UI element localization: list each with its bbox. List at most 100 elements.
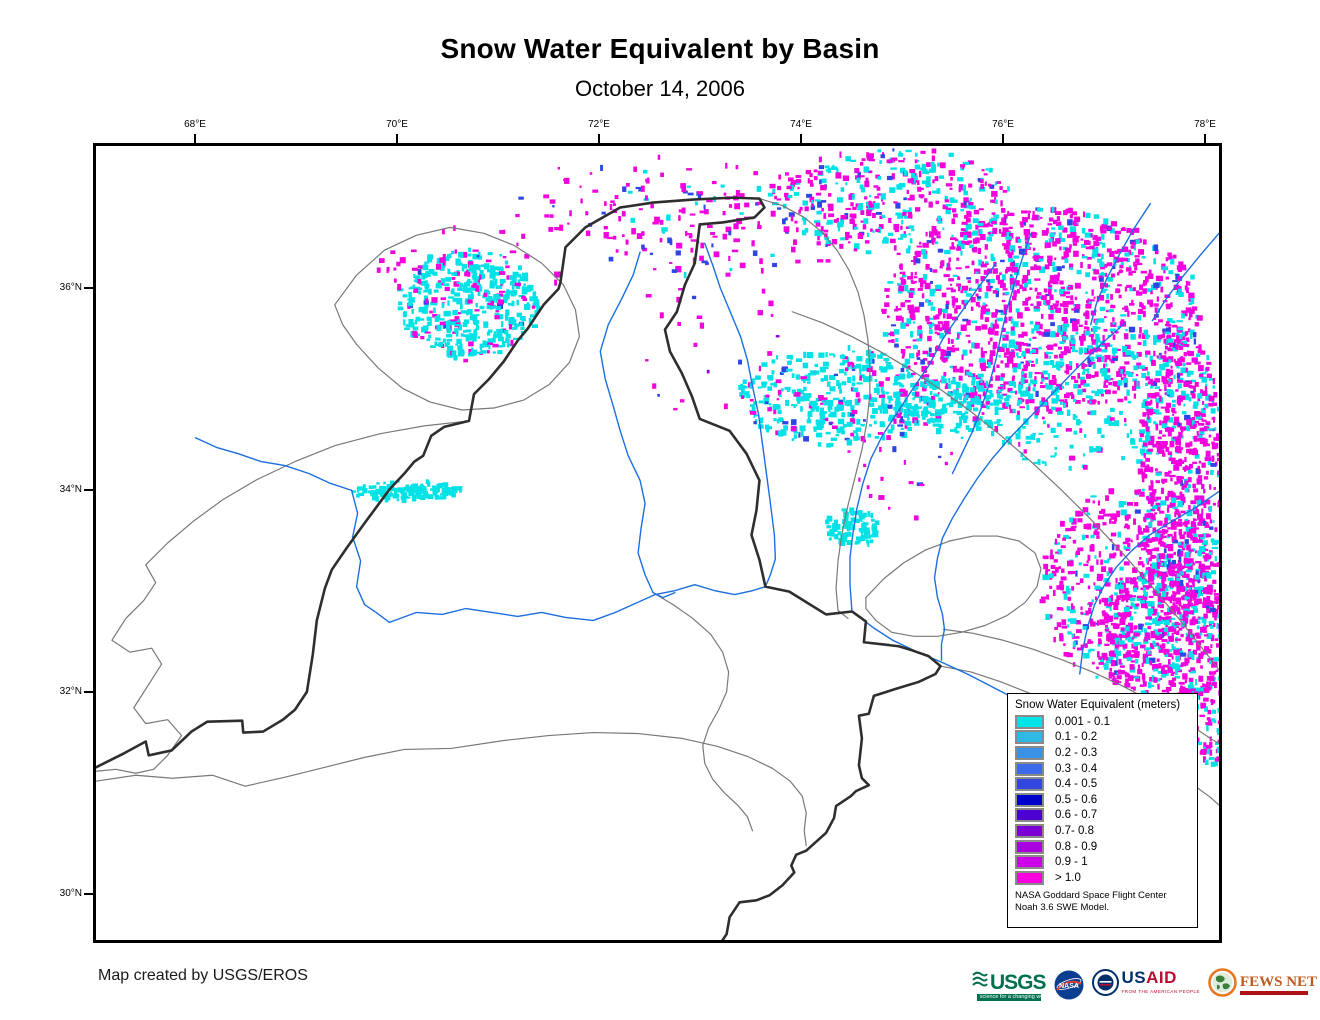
latitude-tick [84, 691, 93, 693]
legend-swatch [1015, 777, 1044, 792]
river-line [388, 583, 767, 624]
usgs-logo: USGS science for a changing world [972, 970, 1047, 1001]
legend-swatch [1015, 792, 1044, 807]
river-line [194, 437, 353, 492]
fewsnet-tagline-bar [1239, 991, 1308, 995]
sub-basin-line [96, 731, 807, 847]
legend-label: 0.7- 0.8 [1055, 824, 1094, 837]
legend-swatch [1015, 730, 1044, 745]
legend-swatch [1015, 855, 1044, 870]
river-line [599, 251, 676, 599]
latitude-tick-label: 32°N [59, 686, 82, 697]
legend-footer-line: NASA Goddard Space Flight Center [1015, 889, 1167, 901]
river-line [350, 489, 391, 624]
legend-label: 0.001 - 0.1 [1055, 715, 1110, 728]
longitude-tick-label: 78°E [1194, 119, 1216, 130]
legend-row: 0.9 - 1 [1015, 854, 1197, 870]
snow-cluster-pir-panjal-east [894, 375, 1011, 440]
sub-basin-line [865, 535, 1042, 637]
legend-label: 0.6 - 0.7 [1055, 809, 1098, 822]
longitude-tick-label: 68°E [184, 119, 206, 130]
sub-basin-line [758, 198, 871, 620]
legend-label: 0.8 - 0.9 [1055, 840, 1098, 853]
legend-row: 0.8 - 0.9 [1015, 839, 1197, 855]
legend-title: Snow Water Equivalent (meters) [1015, 699, 1181, 711]
legend-footer-line: Noah 3.6 SWE Model. [1015, 901, 1109, 913]
legend-row: > 1.0 [1015, 870, 1197, 886]
nasa-logo-icon: NASA [1054, 970, 1084, 1000]
legend-label: 0.9 - 1 [1055, 856, 1088, 869]
legend-label: 0.1 - 0.2 [1055, 731, 1098, 744]
legend-swatch [1015, 823, 1044, 838]
snow-cluster-hindu-kush-cyan [397, 247, 541, 363]
sub-basin-line [334, 226, 581, 411]
snow-pixels [352, 148, 1219, 767]
river-line [1151, 232, 1219, 322]
longitude-tick [598, 134, 600, 143]
usaid-tagline: FROM THE AMERICAN PEOPLE [1121, 989, 1200, 994]
indus-basin-boundary [96, 196, 942, 940]
latitude-tick [84, 287, 93, 289]
latitude-tick-label: 36°N [59, 282, 82, 293]
legend-row: 0.3 - 0.4 [1015, 761, 1197, 777]
sub-basin-line [652, 592, 754, 832]
legend-label: 0.3 - 0.4 [1055, 762, 1098, 775]
snow-cluster-karakoram-cyan-veins [965, 318, 1216, 471]
legend-row: 0.001 - 0.1 [1015, 714, 1197, 730]
legend-label: 0.2 - 0.3 [1055, 746, 1098, 759]
longitude-tick-label: 76°E [992, 119, 1014, 130]
latitude-tick [84, 489, 93, 491]
longitude-tick [1002, 134, 1004, 143]
basin-map [96, 148, 1219, 940]
longitude-tick-label: 72°E [588, 119, 610, 130]
legend-swatch [1015, 714, 1044, 729]
logo-strip: USGS science for a changing world NASA [972, 964, 1317, 1006]
longitude-tick-label: 74°E [790, 119, 812, 130]
longitude-tick [194, 134, 196, 143]
legend-swatch [1015, 761, 1044, 776]
snow-cluster-legend-right-fringe [1189, 675, 1219, 767]
credit-text: Map created by USGS/EROS [98, 967, 308, 984]
snow-cluster-hindu-kush-magenta [376, 225, 563, 321]
legend-footer: NASA Goddard Space Flight Center Noah 3.6… [1015, 890, 1197, 914]
usaid-logo: USAID FROM THE AMERICAN PEOPLE [1091, 968, 1200, 1001]
legend-row: 0.6 - 0.7 [1015, 808, 1197, 824]
longitude-tick [396, 134, 398, 143]
main-basin-boundary [96, 196, 942, 940]
legend-label: > 1.0 [1055, 871, 1081, 884]
river-line [704, 242, 777, 588]
river-line [951, 232, 1032, 475]
usgs-wordmark: USGS [990, 970, 1047, 994]
fewsnet-wordmark: FEWS NET [1239, 974, 1318, 990]
rivers [194, 202, 1219, 776]
usaid-seal-icon [1091, 969, 1119, 1001]
legend-swatch [1015, 870, 1044, 885]
longitude-tick [800, 134, 802, 143]
nasa-wordmark: NASA [1059, 983, 1079, 990]
legend-row: 0.1 - 0.2 [1015, 730, 1197, 746]
legend-row: 0.4 - 0.5 [1015, 776, 1197, 792]
latitude-tick-label: 34°N [59, 484, 82, 495]
map-legend: Snow Water Equivalent (meters) 0.001 - 0… [1007, 693, 1198, 928]
legend-row: 0.7- 0.8 [1015, 823, 1197, 839]
legend-row: 0.2 - 0.3 [1015, 745, 1197, 761]
legend-swatch [1015, 839, 1044, 854]
snow-cluster-center-specks [645, 260, 780, 411]
snow-cluster-valley-specks [847, 431, 953, 521]
latitude-tick-label: 30°N [59, 888, 82, 899]
usgs-waves-icon [972, 970, 988, 993]
river-line [849, 262, 997, 613]
river-line [1089, 202, 1152, 326]
river-line [933, 321, 1127, 661]
sub-basin-line [791, 311, 1219, 671]
snow-cluster-pir-panjal-band [738, 344, 943, 448]
fewsnet-logo: FEWS NET [1208, 968, 1317, 1002]
legend-rows: 0.001 - 0.1 0.1 - 0.2 0.2 - 0.3 0.3 - 0.4 0.… [1015, 714, 1197, 886]
usaid-wordmark: USAID [1121, 968, 1177, 987]
snow-cluster-karakoram-core [881, 206, 1203, 420]
usgs-tagline: science for a changing world [976, 993, 1041, 1001]
legend-label: 0.4 - 0.5 [1055, 778, 1098, 791]
latitude-tick [84, 893, 93, 895]
longitude-tick-label: 70°E [386, 119, 408, 130]
